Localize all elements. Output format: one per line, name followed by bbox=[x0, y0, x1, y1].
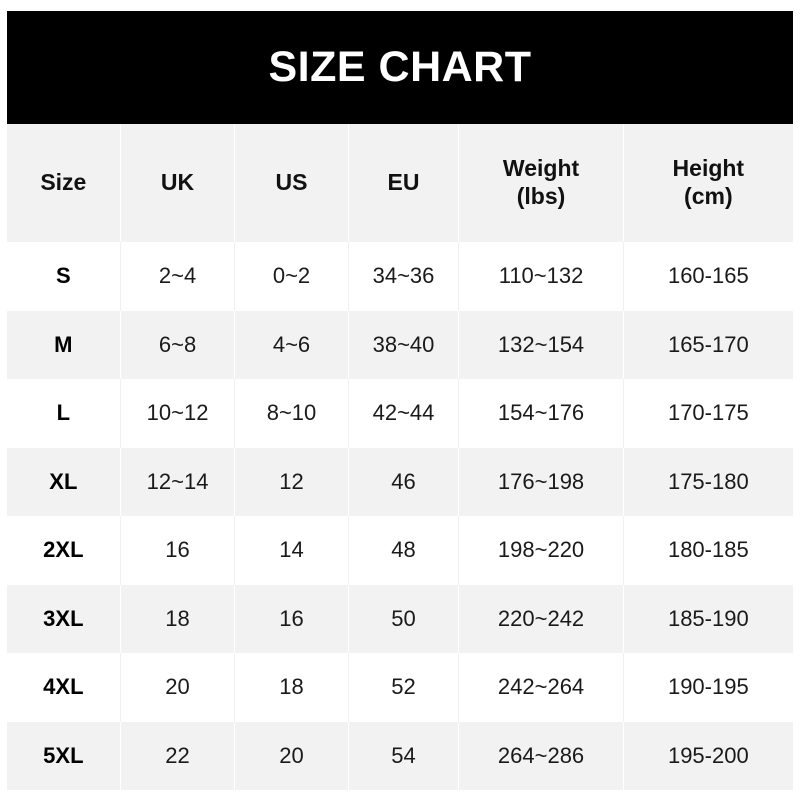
cell-eu: 34~36 bbox=[348, 242, 460, 311]
cell-uk: 12~14 bbox=[120, 447, 236, 516]
cell-uk: 20 bbox=[120, 653, 236, 722]
column-header-weight-line1: Weight bbox=[502, 155, 580, 182]
cell-eu: 52 bbox=[348, 653, 460, 722]
column-header-us: US bbox=[234, 124, 349, 242]
column-header-height: Height (cm) bbox=[623, 124, 793, 242]
column-header-weight: Weight (lbs) bbox=[458, 124, 624, 242]
column-header-eu: EU bbox=[348, 124, 460, 242]
cell-us: 14 bbox=[234, 516, 349, 585]
table-row: 3XL 18 16 50 220~242 185-190 bbox=[7, 584, 793, 653]
size-chart-table: Size UK US EU Weight (lbs) Height (cm) bbox=[7, 124, 793, 790]
cell-eu: 46 bbox=[348, 447, 460, 516]
table-row: S 2~4 0~2 34~36 110~132 160-165 bbox=[7, 242, 793, 311]
cell-eu: 48 bbox=[348, 516, 460, 585]
cell-uk: 16 bbox=[120, 516, 236, 585]
cell-us: 4~6 bbox=[234, 310, 349, 379]
cell-weight: 198~220 bbox=[458, 516, 624, 585]
table-header: Size UK US EU Weight (lbs) Height (cm) bbox=[7, 124, 793, 242]
cell-weight: 132~154 bbox=[458, 310, 624, 379]
cell-height: 180-185 bbox=[667, 537, 749, 563]
table-row: 5XL 22 20 54 264~286 195-200 bbox=[7, 721, 793, 790]
cell-us: 18 bbox=[234, 653, 349, 722]
cell-height: 175-180 bbox=[667, 468, 749, 494]
cell-uk: 6~8 bbox=[120, 310, 236, 379]
cell-uk: 2~4 bbox=[120, 242, 236, 311]
column-header-height-line2: (cm) bbox=[684, 183, 733, 209]
cell-us: 16 bbox=[234, 584, 349, 653]
cell-weight: 220~242 bbox=[458, 584, 624, 653]
cell-size: 2XL bbox=[7, 516, 121, 585]
cell-weight: 154~176 bbox=[458, 379, 624, 448]
cell-uk: 10~12 bbox=[120, 379, 236, 448]
cell-us: 0~2 bbox=[234, 242, 349, 311]
table-header-row: Size UK US EU Weight (lbs) Height (cm) bbox=[7, 124, 793, 242]
cell-size: M bbox=[7, 310, 121, 379]
column-header-size: Size bbox=[7, 124, 121, 242]
cell-height: 170-175 bbox=[667, 400, 749, 426]
cell-height: 185-190 bbox=[667, 605, 749, 631]
column-header-uk-line1: UK bbox=[160, 169, 195, 196]
cell-us: 12 bbox=[234, 447, 349, 516]
cell-weight: 242~264 bbox=[458, 653, 624, 722]
cell-size: 4XL bbox=[7, 653, 121, 722]
cell-height: 160-165 bbox=[667, 263, 749, 289]
cell-height: 195-200 bbox=[667, 742, 749, 768]
column-header-weight-line2: (lbs) bbox=[516, 183, 566, 209]
table-row: 4XL 20 18 52 242~264 190-195 bbox=[7, 653, 793, 722]
cell-weight: 110~132 bbox=[458, 242, 624, 311]
cell-eu: 54 bbox=[348, 721, 460, 790]
cell-size: S bbox=[7, 242, 121, 311]
cell-us: 20 bbox=[234, 721, 349, 790]
cell-uk: 18 bbox=[120, 584, 236, 653]
column-header-us-line1: US bbox=[275, 169, 308, 196]
cell-weight: 264~286 bbox=[458, 721, 624, 790]
cell-weight: 176~198 bbox=[458, 447, 624, 516]
cell-eu: 42~44 bbox=[348, 379, 460, 448]
cell-size: 3XL bbox=[7, 584, 121, 653]
column-header-height-line1: Height bbox=[672, 155, 745, 182]
page-title: SIZE CHART bbox=[268, 43, 532, 91]
cell-eu: 38~40 bbox=[348, 310, 460, 379]
cell-size: L bbox=[7, 379, 121, 448]
cell-us: 8~10 bbox=[234, 379, 349, 448]
table-body: S 2~4 0~2 34~36 110~132 160-165 M 6~8 4~6 38~40 13… bbox=[7, 242, 793, 790]
cell-size: 5XL bbox=[7, 721, 121, 790]
table-row: XL 12~14 12 46 176~198 175-180 bbox=[7, 447, 793, 516]
cell-height: 190-195 bbox=[667, 674, 749, 700]
cell-size: XL bbox=[7, 447, 121, 516]
table-row: M 6~8 4~6 38~40 132~154 165-170 bbox=[7, 310, 793, 379]
cell-eu: 50 bbox=[348, 584, 460, 653]
cell-height: 165-170 bbox=[667, 331, 749, 357]
size-chart-banner: SIZE CHART bbox=[7, 11, 793, 124]
table-row: L 10~12 8~10 42~44 154~176 170-175 bbox=[7, 379, 793, 448]
column-header-eu-line1: EU bbox=[387, 169, 420, 196]
column-header-size-line1: Size bbox=[40, 169, 87, 196]
column-header-uk: UK bbox=[120, 124, 236, 242]
cell-uk: 22 bbox=[120, 721, 236, 790]
table-row: 2XL 16 14 48 198~220 180-185 bbox=[7, 516, 793, 585]
